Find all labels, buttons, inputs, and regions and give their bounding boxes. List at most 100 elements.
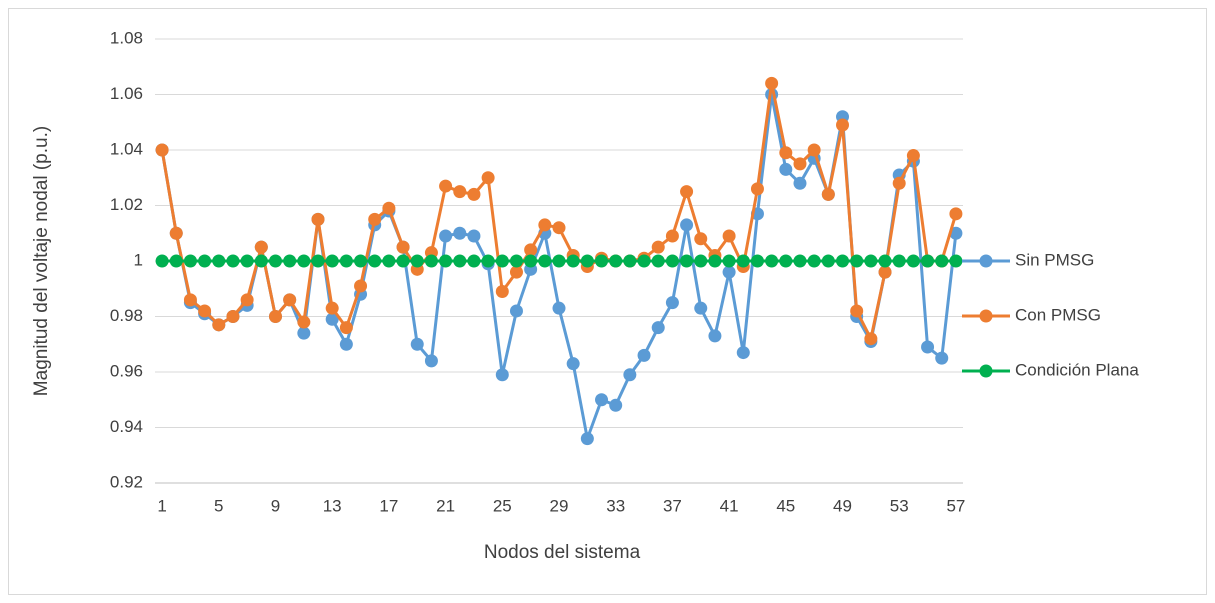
point-marker	[268, 254, 282, 268]
x-tick-label: 45	[776, 496, 795, 515]
point-marker	[736, 254, 750, 268]
point-marker	[864, 254, 878, 268]
x-tick-label: 1	[157, 496, 166, 515]
point-marker	[665, 229, 679, 243]
point-marker	[538, 254, 552, 268]
point-marker	[906, 254, 920, 268]
point-marker	[183, 293, 197, 307]
point-marker	[524, 254, 538, 268]
point-marker	[424, 254, 438, 268]
point-marker	[155, 143, 169, 157]
point-marker	[892, 176, 906, 190]
point-marker	[538, 218, 552, 232]
x-tick-label: 33	[606, 496, 625, 515]
point-marker	[212, 254, 226, 268]
x-tick-label: 41	[720, 496, 739, 515]
point-marker	[949, 254, 963, 268]
point-marker	[708, 329, 722, 343]
point-marker	[198, 254, 212, 268]
legend-label: Condición Plana	[1015, 360, 1139, 379]
point-marker	[878, 254, 892, 268]
point-marker	[467, 187, 481, 201]
point-marker	[680, 254, 694, 268]
y-tick-label: 0.94	[110, 417, 143, 436]
point-marker	[169, 254, 183, 268]
x-tick-label: 17	[379, 496, 398, 515]
point-marker	[750, 254, 764, 268]
point-marker	[495, 368, 509, 382]
point-marker	[467, 229, 481, 243]
y-tick-label: 1	[134, 250, 143, 269]
x-tick-label: 29	[550, 496, 569, 515]
point-marker	[368, 254, 382, 268]
point-marker	[736, 346, 750, 360]
point-marker	[155, 254, 169, 268]
point-marker	[240, 254, 254, 268]
point-marker	[821, 187, 835, 201]
point-marker	[609, 254, 623, 268]
point-marker	[765, 254, 779, 268]
y-tick-label: 0.98	[110, 306, 143, 325]
point-marker	[906, 149, 920, 163]
point-marker	[694, 301, 708, 315]
y-tick-label: 1.08	[110, 28, 143, 47]
x-tick-label: 5	[214, 496, 223, 515]
point-marker	[481, 254, 495, 268]
point-marker	[722, 265, 736, 279]
point-marker	[297, 315, 311, 329]
point-marker	[807, 254, 821, 268]
point-marker	[779, 162, 793, 176]
point-marker	[509, 265, 523, 279]
point-marker	[410, 337, 424, 351]
point-marker	[722, 229, 736, 243]
point-marker	[297, 254, 311, 268]
point-marker	[722, 254, 736, 268]
point-marker	[623, 254, 637, 268]
legend-marker	[979, 364, 993, 378]
point-marker	[424, 354, 438, 368]
point-marker	[325, 312, 339, 326]
y-tick-label: 0.92	[110, 472, 143, 491]
point-marker	[339, 337, 353, 351]
x-axis-title: Nodos del sistema	[484, 542, 641, 563]
point-marker	[439, 254, 453, 268]
point-marker	[765, 76, 779, 90]
point-marker	[637, 254, 651, 268]
point-marker	[325, 301, 339, 315]
point-marker	[836, 254, 850, 268]
point-marker	[453, 226, 467, 240]
point-marker	[623, 368, 637, 382]
point-marker	[892, 254, 906, 268]
point-marker	[566, 254, 580, 268]
point-marker	[509, 304, 523, 318]
point-marker	[311, 212, 325, 226]
point-marker	[665, 296, 679, 310]
point-marker	[609, 398, 623, 412]
point-marker	[949, 226, 963, 240]
point-marker	[935, 351, 949, 365]
legend-label: Con PMSG	[1015, 305, 1101, 324]
point-marker	[509, 254, 523, 268]
point-marker	[552, 254, 566, 268]
point-marker	[311, 254, 325, 268]
point-marker	[935, 254, 949, 268]
point-marker	[396, 240, 410, 254]
y-tick-label: 1.06	[110, 84, 143, 103]
legend-label: Sin PMSG	[1015, 250, 1094, 269]
legend-marker	[979, 254, 993, 268]
x-tick-label: 53	[890, 496, 909, 515]
x-tick-label: 25	[493, 496, 512, 515]
x-tick-label: 21	[436, 496, 455, 515]
point-marker	[595, 393, 609, 407]
point-marker	[382, 254, 396, 268]
x-tick-label: 13	[323, 496, 342, 515]
point-marker	[708, 254, 722, 268]
point-marker	[169, 226, 183, 240]
point-marker	[921, 254, 935, 268]
point-marker	[949, 207, 963, 221]
point-marker	[807, 143, 821, 157]
x-tick-label: 49	[833, 496, 852, 515]
point-marker	[694, 254, 708, 268]
point-marker	[665, 254, 679, 268]
